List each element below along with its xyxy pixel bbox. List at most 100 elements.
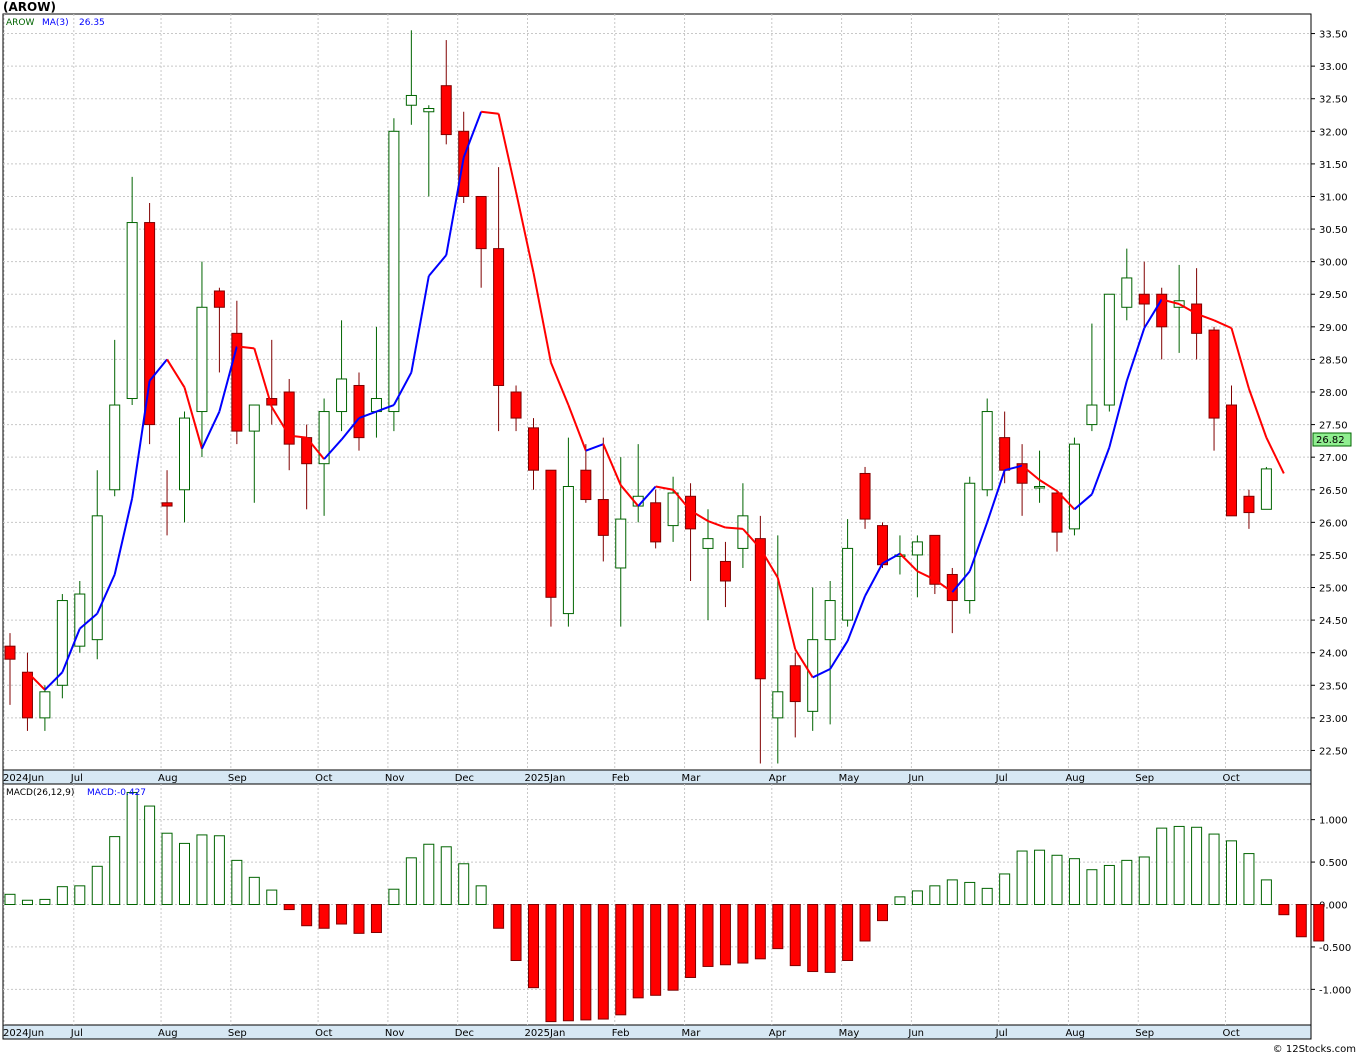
ma3-segment	[497, 113, 518, 193]
macd-bar-positive	[231, 859, 243, 905]
candle-body	[1034, 486, 1046, 489]
macd-bar-positive	[1103, 864, 1115, 905]
ma3-segment	[742, 528, 762, 550]
price-x-tick-label: 2025Jan	[525, 773, 566, 784]
macd-bar-positive	[248, 876, 260, 906]
macd-bar-negative	[772, 904, 784, 950]
ma3-segment	[567, 404, 587, 452]
ma3-segment	[1265, 437, 1285, 474]
price-x-tick-label: May	[839, 773, 860, 784]
candle-body	[754, 538, 766, 680]
ma3-segment	[340, 417, 360, 441]
ma3-segment	[358, 410, 377, 420]
price-y-tick-label: 31.00	[1319, 192, 1348, 203]
price-y-tick-label: 29.50	[1319, 290, 1348, 301]
ma3-line	[26, 110, 1285, 691]
ma3-segment	[410, 275, 430, 373]
price-y-tick-label: 32.00	[1319, 127, 1348, 138]
candle-down	[1138, 261, 1150, 327]
candle-down	[859, 466, 871, 529]
macd-bar-positive	[458, 863, 470, 905]
macd-x-tick-label: May	[839, 1028, 860, 1039]
candle-down	[929, 534, 941, 595]
candle-up	[737, 483, 749, 568]
macd-bar-negative	[1313, 904, 1325, 942]
candle-up	[56, 594, 68, 699]
macd-bar-positive	[213, 835, 225, 906]
candle-body	[4, 645, 16, 660]
candle-body	[1121, 277, 1133, 308]
ma3-segment	[585, 443, 604, 452]
ma3-segment	[829, 640, 849, 670]
price-x-tick-label: Apr	[769, 773, 787, 784]
candle-down	[475, 195, 487, 288]
candle-down	[161, 470, 173, 536]
macd-bar-negative	[842, 904, 854, 962]
ma3-segment	[393, 371, 413, 406]
ma3-segment	[1108, 380, 1128, 448]
price-legend-symbol: AROW	[6, 18, 34, 28]
price-y-tick-label: 25.00	[1319, 584, 1348, 595]
macd-bar-negative	[562, 904, 574, 1022]
macd-bar-positive	[1051, 854, 1063, 905]
ma3-segment	[725, 526, 743, 530]
price-x-axis: 2024Jun Jul Aug Sep Oct Nov Dec 2025Jan Feb Mar Ap…	[3, 773, 1240, 784]
price-x-tick-label: Aug	[158, 773, 178, 784]
ma3-segment	[96, 574, 116, 614]
macd-bar-negative	[632, 904, 644, 999]
candle-down	[283, 378, 295, 471]
macd-x-tick-label: Feb	[612, 1028, 630, 1039]
candle-body	[144, 222, 156, 426]
candle-down	[231, 300, 243, 445]
macd-bar-negative	[370, 904, 382, 934]
candle-body	[248, 404, 260, 432]
ma3-segment	[864, 562, 884, 597]
macd-bar-negative	[877, 904, 888, 922]
candle-up	[91, 470, 103, 660]
ma3-segment	[376, 404, 395, 413]
candle-down	[213, 287, 225, 373]
price-y-tick-label: 26.50	[1319, 486, 1348, 497]
candle-up	[405, 30, 417, 125]
ma3-segment	[218, 346, 238, 412]
candle-up	[824, 581, 836, 725]
price-y-tick-label: 24.00	[1319, 649, 1348, 660]
candle-body	[196, 306, 208, 413]
macd-bar-negative	[493, 904, 505, 929]
candle-body	[109, 404, 121, 491]
price-y-tick-label: 33.00	[1319, 62, 1348, 73]
macd-bar-positive	[894, 896, 906, 905]
candle-up	[772, 535, 784, 764]
macd-bar-positive	[196, 834, 208, 905]
candle-up	[318, 398, 330, 516]
ma3-segment	[1004, 464, 1023, 472]
ma3-segment	[1039, 479, 1058, 492]
macd-x-tick-label: Dec	[455, 1028, 474, 1039]
candle-body	[318, 411, 330, 465]
ma3-segment	[44, 671, 64, 691]
candle-down	[4, 633, 16, 705]
macd-bar-negative	[702, 904, 714, 967]
ma3-segment	[26, 671, 46, 691]
candle-body	[1138, 293, 1150, 305]
candle-body	[423, 108, 435, 113]
candle-body	[1103, 293, 1115, 406]
candle-body	[964, 482, 976, 602]
candle-up	[1034, 450, 1046, 503]
ma3-segment	[846, 595, 866, 642]
price-y-tick-label: 28.00	[1319, 388, 1348, 399]
ma3-segment	[951, 570, 971, 593]
candle-body	[126, 222, 138, 400]
macd-bar-positive	[1208, 833, 1220, 905]
price-x-axis-band	[2, 769, 1312, 785]
macd-x-tick-label: Mar	[682, 1028, 702, 1039]
price-y-tick-label: 25.50	[1319, 551, 1348, 562]
macd-bar-positive	[999, 873, 1011, 905]
macd-bar-positive	[266, 889, 278, 905]
price-legend-ma-label: MA(3)	[42, 18, 69, 28]
ma3-segment	[1196, 312, 1215, 322]
ma3-segment	[289, 434, 307, 439]
ma3-segment	[794, 648, 814, 678]
ma3-segment	[550, 362, 570, 406]
